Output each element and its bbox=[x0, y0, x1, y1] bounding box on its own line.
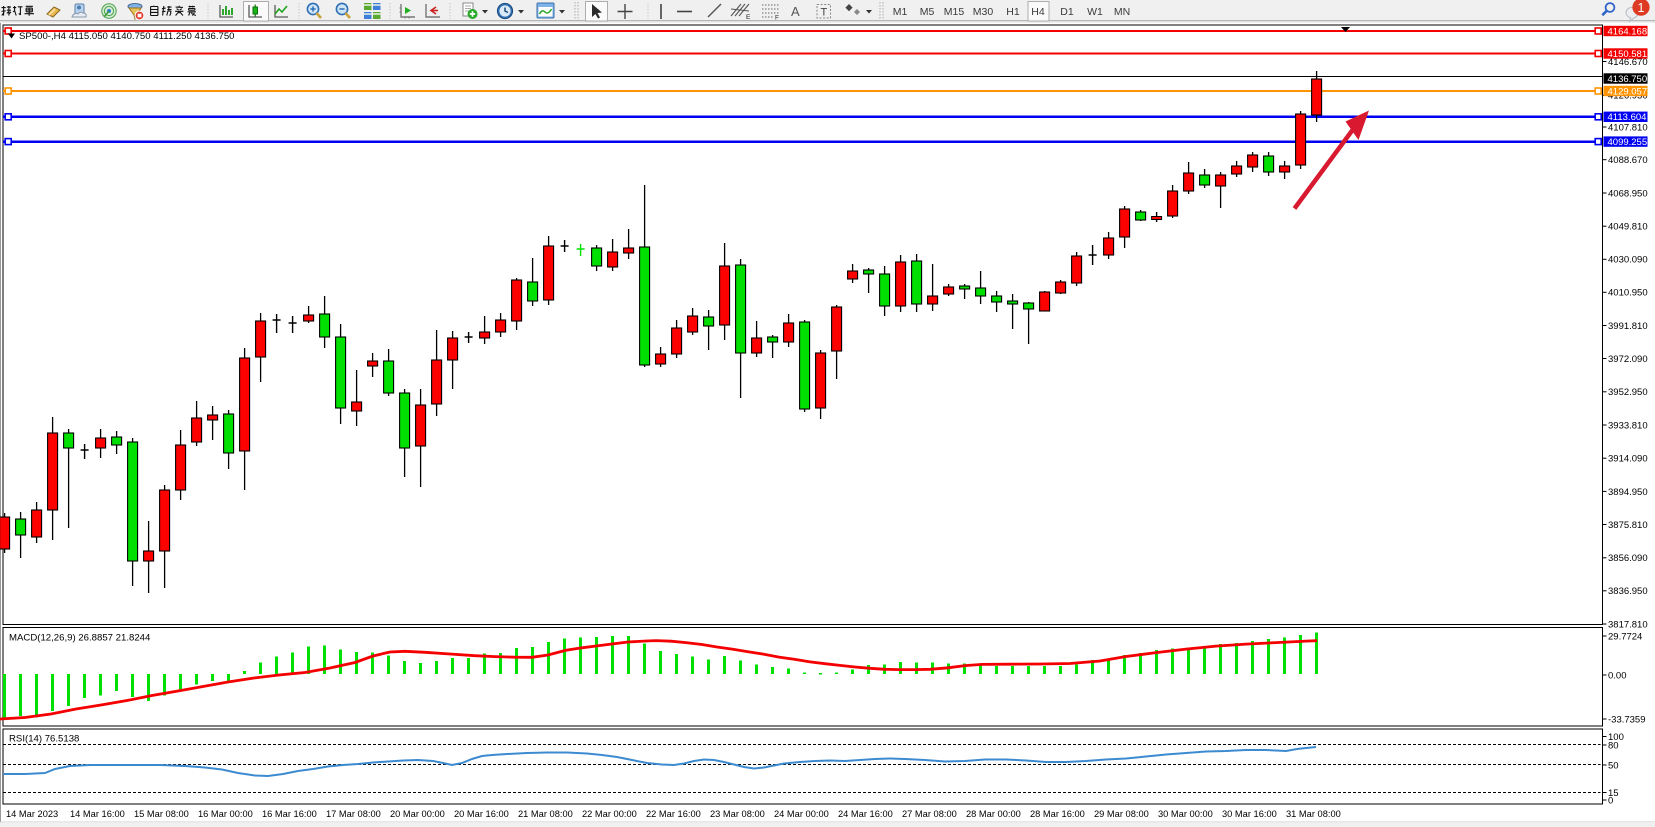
svg-text:H1: H1 bbox=[1006, 6, 1020, 18]
svg-text:4150.581: 4150.581 bbox=[1608, 49, 1648, 60]
svg-text:24 Mar 16:00: 24 Mar 16:00 bbox=[838, 809, 893, 819]
svg-text:22 Mar 16:00: 22 Mar 16:00 bbox=[646, 809, 701, 819]
svg-text:3933.810: 3933.810 bbox=[1608, 420, 1648, 431]
svg-text:14 Mar 2023: 14 Mar 2023 bbox=[6, 809, 58, 819]
svg-text:16 Mar 16:00: 16 Mar 16:00 bbox=[262, 809, 317, 819]
svg-text:30 Mar 16:00: 30 Mar 16:00 bbox=[1222, 809, 1277, 819]
svg-text:RSI(14) 76.5138: RSI(14) 76.5138 bbox=[9, 734, 79, 745]
svg-text:22 Mar 00:00: 22 Mar 00:00 bbox=[582, 809, 637, 819]
svg-text:0.00: 0.00 bbox=[1608, 670, 1627, 681]
svg-text:4164.168: 4164.168 bbox=[1608, 26, 1648, 37]
svg-text:17 Mar 08:00: 17 Mar 08:00 bbox=[326, 809, 381, 819]
svg-text:29 Mar 08:00: 29 Mar 08:00 bbox=[1094, 809, 1149, 819]
svg-text:4010.950: 4010.950 bbox=[1608, 288, 1648, 299]
svg-text:A: A bbox=[791, 4, 800, 19]
svg-text:4129.057: 4129.057 bbox=[1608, 86, 1648, 97]
svg-text:30 Mar 00:00: 30 Mar 00:00 bbox=[1158, 809, 1213, 819]
svg-text:0: 0 bbox=[1608, 795, 1613, 806]
svg-text:21 Mar 08:00: 21 Mar 08:00 bbox=[518, 809, 573, 819]
svg-text:14 Mar 16:00: 14 Mar 16:00 bbox=[70, 809, 125, 819]
svg-text:4099.255: 4099.255 bbox=[1608, 137, 1648, 148]
svg-text:F: F bbox=[775, 15, 779, 22]
svg-text:3875.810: 3875.810 bbox=[1608, 520, 1648, 531]
svg-text:W1: W1 bbox=[1087, 6, 1103, 18]
svg-text:4107.810: 4107.810 bbox=[1608, 122, 1648, 133]
svg-text:15 Mar 08:00: 15 Mar 08:00 bbox=[134, 809, 189, 819]
svg-text:T: T bbox=[821, 7, 828, 19]
svg-text:4049.810: 4049.810 bbox=[1608, 222, 1648, 233]
svg-text:D1: D1 bbox=[1060, 6, 1074, 18]
svg-text:3914.090: 3914.090 bbox=[1608, 454, 1648, 465]
svg-text:24 Mar 00:00: 24 Mar 00:00 bbox=[774, 809, 829, 819]
svg-text:3856.090: 3856.090 bbox=[1608, 553, 1648, 564]
svg-text:3972.090: 3972.090 bbox=[1608, 354, 1648, 365]
svg-text:E: E bbox=[746, 14, 751, 21]
svg-text:80: 80 bbox=[1608, 740, 1619, 751]
svg-text:3952.950: 3952.950 bbox=[1608, 387, 1648, 398]
svg-text:MACD(12,26,9) 26.8857 21.8244: MACD(12,26,9) 26.8857 21.8244 bbox=[9, 633, 151, 644]
svg-text:4088.670: 4088.670 bbox=[1608, 155, 1648, 166]
svg-text:4146.670: 4146.670 bbox=[1608, 57, 1648, 68]
svg-text:4136.750: 4136.750 bbox=[1608, 74, 1648, 85]
svg-text:28 Mar 00:00: 28 Mar 00:00 bbox=[966, 809, 1021, 819]
svg-text:M5: M5 bbox=[920, 6, 935, 18]
svg-text:20 Mar 16:00: 20 Mar 16:00 bbox=[454, 809, 509, 819]
svg-text:4068.950: 4068.950 bbox=[1608, 188, 1648, 199]
svg-text:100: 100 bbox=[1608, 732, 1624, 743]
svg-text:4030.090: 4030.090 bbox=[1608, 255, 1648, 266]
svg-text:16 Mar 00:00: 16 Mar 00:00 bbox=[198, 809, 253, 819]
svg-text:28 Mar 16:00: 28 Mar 16:00 bbox=[1030, 809, 1085, 819]
svg-text:29.7724: 29.7724 bbox=[1608, 631, 1642, 642]
svg-text:3817.810: 3817.810 bbox=[1608, 619, 1648, 630]
svg-text:3836.950: 3836.950 bbox=[1608, 586, 1648, 597]
svg-text:M15: M15 bbox=[944, 6, 965, 18]
svg-text:23 Mar 08:00: 23 Mar 08:00 bbox=[710, 809, 765, 819]
svg-text:M1: M1 bbox=[893, 6, 908, 18]
svg-text:3991.810: 3991.810 bbox=[1608, 321, 1648, 332]
svg-text:1: 1 bbox=[1638, 1, 1645, 15]
svg-text:27 Mar 08:00: 27 Mar 08:00 bbox=[902, 809, 957, 819]
svg-text:-33.7359: -33.7359 bbox=[1608, 714, 1646, 725]
svg-text:H4: H4 bbox=[1031, 6, 1045, 18]
svg-text:MN: MN bbox=[1114, 6, 1130, 18]
svg-text:50: 50 bbox=[1608, 760, 1619, 771]
svg-text:15: 15 bbox=[1608, 788, 1619, 799]
svg-text:SP500-,H4 4115.050 4140.750 4: SP500-,H4 4115.050 4140.750 4111.250 413… bbox=[19, 31, 235, 42]
svg-text:31 Mar 08:00: 31 Mar 08:00 bbox=[1286, 809, 1341, 819]
svg-text:4113.604: 4113.604 bbox=[1608, 112, 1647, 123]
svg-text:20 Mar 00:00: 20 Mar 00:00 bbox=[390, 809, 445, 819]
svg-text:M30: M30 bbox=[973, 6, 994, 18]
svg-text:3894.950: 3894.950 bbox=[1608, 487, 1648, 498]
